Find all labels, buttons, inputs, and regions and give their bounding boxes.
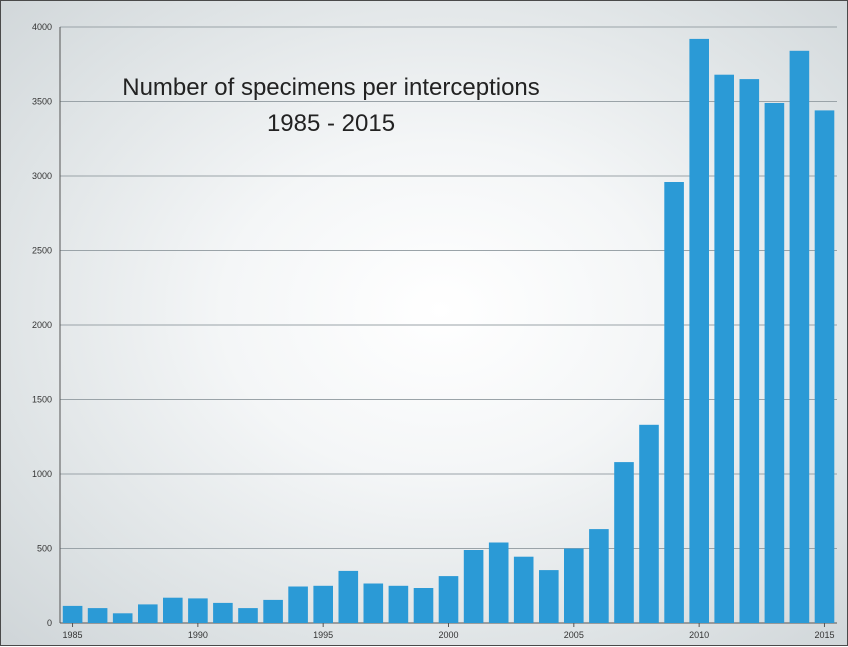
y-tick-label: 500 [37, 544, 52, 554]
y-tick-label: 2500 [32, 246, 52, 256]
x-axis-ticks: 1985 1990 1995 2000 2005 2010 2015 [63, 623, 834, 640]
bar-2001 [463, 550, 484, 623]
bar-1987 [112, 613, 133, 623]
bar-1991 [213, 602, 233, 623]
bar-2000 [438, 576, 459, 623]
x-tick-label: 2010 [689, 630, 709, 640]
x-tick-label: 1985 [63, 630, 83, 640]
bar-1998 [388, 585, 409, 624]
bar-2008 [639, 424, 659, 623]
chart-subtitle: 1985 - 2015 [267, 110, 395, 137]
x-tick-label: 2015 [814, 630, 834, 640]
bar-1995 [313, 585, 333, 624]
bar-2009 [664, 182, 684, 623]
x-tick-label: 2005 [564, 630, 584, 640]
bar-1989 [163, 597, 183, 623]
bar-2005 [564, 548, 584, 623]
bar-2007 [614, 462, 634, 623]
y-tick-label: 4000 [32, 22, 52, 32]
y-tick-label: 1000 [32, 469, 52, 479]
y-tick-label: 3500 [32, 97, 52, 107]
bar-2010 [689, 38, 709, 623]
bar-1993 [263, 599, 283, 623]
bar-1996 [338, 570, 359, 623]
y-tick-label: 3000 [32, 171, 52, 181]
bar-1986 [87, 608, 108, 623]
bar-2012 [739, 79, 760, 624]
bar-2014 [789, 50, 810, 624]
bar-2015 [814, 110, 835, 623]
bar-2011 [714, 74, 734, 623]
bar-2003 [513, 556, 534, 623]
bars [62, 38, 835, 624]
y-tick-label: 1500 [32, 395, 52, 405]
x-tick-label: 1990 [188, 630, 208, 640]
bar-1990 [188, 598, 208, 623]
chart-title: Number of specimens per interceptions [122, 74, 540, 101]
x-tick-label: 2000 [438, 630, 458, 640]
bar-2002 [488, 542, 509, 623]
x-tick-label: 1995 [313, 630, 333, 640]
bar-1992 [238, 608, 258, 623]
bar-2006 [589, 529, 609, 623]
bar-1994 [288, 586, 308, 623]
bar-1988 [138, 604, 158, 623]
bar-2013 [764, 103, 785, 623]
bar-1985 [62, 605, 83, 623]
y-axis-ticks: 0 500 1000 1500 2000 2500 3000 3500 4000 [32, 22, 52, 628]
bar-1999 [413, 588, 434, 623]
gridlines [59, 26, 837, 624]
bar-2004 [539, 570, 559, 623]
y-tick-label: 0 [47, 618, 52, 628]
y-tick-label: 2000 [32, 320, 52, 330]
bar-1997 [363, 583, 384, 623]
